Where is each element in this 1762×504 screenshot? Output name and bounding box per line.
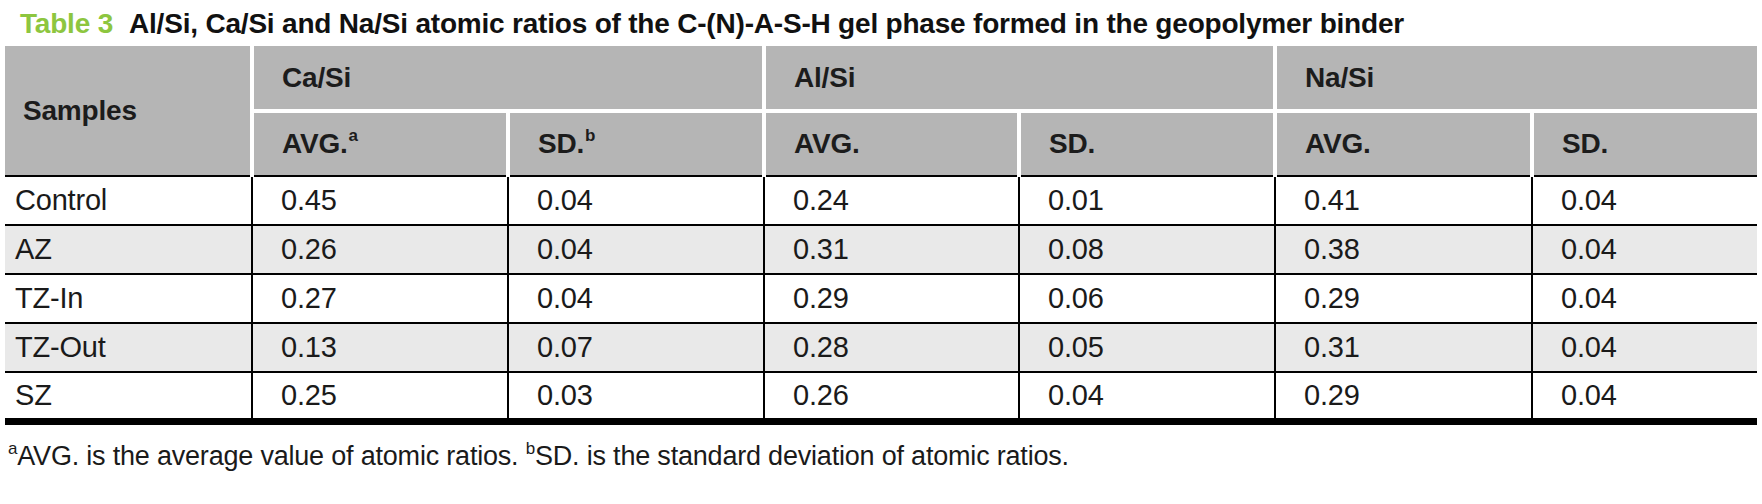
- cell-value: 0.31: [1275, 323, 1532, 372]
- sample-name: AZ: [5, 225, 252, 274]
- cell-value: 0.38: [1275, 225, 1532, 274]
- cell-value: 0.04: [1532, 225, 1757, 274]
- cell-value: 0.29: [764, 274, 1019, 323]
- header-label: AVG.: [1305, 128, 1371, 159]
- table-caption: Table 3 Al/Si, Ca/Si and Na/Si atomic rat…: [0, 0, 1762, 40]
- cell-value: 0.04: [508, 274, 764, 323]
- cell-value: 0.04: [1532, 323, 1757, 372]
- cell-value: 0.26: [252, 225, 508, 274]
- header-ca-avg: AVG.a: [252, 111, 508, 176]
- sample-name: Control: [5, 176, 252, 225]
- header-label: AVG.: [794, 128, 860, 159]
- footnote-text-b: SD. is the standard deviation of atomic …: [535, 441, 1069, 471]
- cell-value: 0.26: [764, 372, 1019, 421]
- sample-name: TZ-In: [5, 274, 252, 323]
- cell-value: 0.31: [764, 225, 1019, 274]
- cell-value: 0.08: [1019, 225, 1275, 274]
- cell-value: 0.04: [1532, 274, 1757, 323]
- table-row: AZ 0.26 0.04 0.31 0.08 0.38 0.04: [5, 225, 1757, 274]
- header-na-avg: AVG.: [1275, 111, 1532, 176]
- header-group-ca-si: Ca/Si: [252, 46, 764, 111]
- header-ca-sd: SD.b: [508, 111, 764, 176]
- header-label: AVG.: [282, 128, 348, 159]
- cell-value: 0.04: [1019, 372, 1275, 421]
- cell-value: 0.29: [1275, 274, 1532, 323]
- cell-value: 0.07: [508, 323, 764, 372]
- cell-value: 0.24: [764, 176, 1019, 225]
- cell-value: 0.04: [508, 176, 764, 225]
- paper-table-figure: Table 3 Al/Si, Ca/Si and Na/Si atomic rat…: [0, 0, 1762, 504]
- table-body: Control 0.45 0.04 0.24 0.01 0.41 0.04 AZ…: [5, 176, 1757, 421]
- cell-value: 0.05: [1019, 323, 1275, 372]
- cell-value: 0.13: [252, 323, 508, 372]
- header-sub-row: AVG.a SD.b AVG. SD. AVG. SD.: [5, 111, 1757, 176]
- cell-value: 0.01: [1019, 176, 1275, 225]
- footnote-marker-b: b: [526, 439, 535, 458]
- cell-value: 0.27: [252, 274, 508, 323]
- atomic-ratios-table: Samples Ca/Si Al/Si Na/Si AVG.a SD.b AVG…: [5, 46, 1757, 425]
- header-label: SD.: [1562, 128, 1608, 159]
- cell-value: 0.04: [1532, 372, 1757, 421]
- footnote-text-a: AVG. is the average value of atomic rati…: [17, 441, 525, 471]
- cell-value: 0.41: [1275, 176, 1532, 225]
- cell-value: 0.25: [252, 372, 508, 421]
- footnote-marker-b: b: [585, 126, 595, 145]
- table-number: Table 3: [20, 8, 113, 39]
- header-group-na-si: Na/Si: [1275, 46, 1757, 111]
- header-na-sd: SD.: [1532, 111, 1757, 176]
- table-caption-text: Al/Si, Ca/Si and Na/Si atomic ratios of …: [129, 8, 1404, 39]
- header-group-al-si: Al/Si: [764, 46, 1275, 111]
- footnote-marker-a: a: [349, 126, 358, 145]
- cell-value: 0.06: [1019, 274, 1275, 323]
- table-row: TZ-In 0.27 0.04 0.29 0.06 0.29 0.04: [5, 274, 1757, 323]
- sample-name: SZ: [5, 372, 252, 421]
- cell-value: 0.45: [252, 176, 508, 225]
- table-row: TZ-Out 0.13 0.07 0.28 0.05 0.31 0.04: [5, 323, 1757, 372]
- cell-value: 0.29: [1275, 372, 1532, 421]
- table-footnote: aAVG. is the average value of atomic rat…: [8, 440, 1762, 472]
- header-group-row: Samples Ca/Si Al/Si Na/Si: [5, 46, 1757, 111]
- header-label: SD.: [1049, 128, 1095, 159]
- table-row: Control 0.45 0.04 0.24 0.01 0.41 0.04: [5, 176, 1757, 225]
- table-header: Samples Ca/Si Al/Si Na/Si AVG.a SD.b AVG…: [5, 46, 1757, 176]
- header-al-avg: AVG.: [764, 111, 1019, 176]
- cell-value: 0.04: [1532, 176, 1757, 225]
- cell-value: 0.28: [764, 323, 1019, 372]
- footnote-marker-a: a: [8, 439, 17, 458]
- table-row: SZ 0.25 0.03 0.26 0.04 0.29 0.04: [5, 372, 1757, 421]
- header-label: SD.: [538, 128, 584, 159]
- header-samples: Samples: [5, 46, 252, 176]
- header-al-sd: SD.: [1019, 111, 1275, 176]
- cell-value: 0.03: [508, 372, 764, 421]
- sample-name: TZ-Out: [5, 323, 252, 372]
- cell-value: 0.04: [508, 225, 764, 274]
